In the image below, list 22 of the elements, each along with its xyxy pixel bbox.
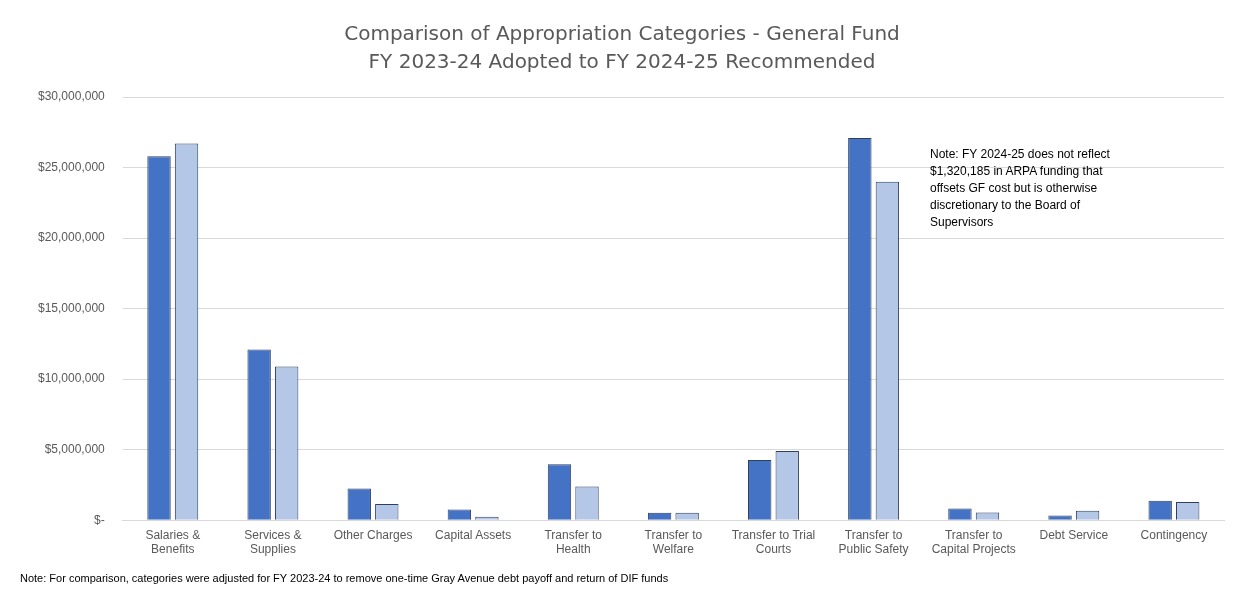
x-tick-label: Services & Supplies <box>244 527 302 557</box>
y-tick-label: $25,000,000 <box>38 159 106 174</box>
y-tick-label: $5,000,000 <box>44 441 106 456</box>
x-tick-label: Transfer to Trial Courts <box>731 527 816 557</box>
y-tick-label: $10,000,000 <box>38 371 106 386</box>
x-tick-label: Contingency <box>1140 527 1208 542</box>
annotation: Note: FY 2024-25 does not reflect $1,320,185 in ARPA funding that offsets GF cost but is otherwise discretionary to the Board of Supervisors <box>930 146 1111 231</box>
y-tick-label: $15,000,000 <box>38 300 106 315</box>
chart-title: Comparison of Appropriation Categories - General Fund <box>344 21 900 46</box>
y-tick-label: $30,000,000 <box>38 89 106 104</box>
x-tick-label: Transfer to Health <box>544 527 603 557</box>
x-tick-label: Capital Assets <box>435 527 512 542</box>
x-tick-label: Transfer to Public Safety <box>838 527 909 557</box>
text: Note: For comparison, categories were adjusted for FY 2023-24 to remove one-time Gray Avenue debt payoff and return of DIF funds <box>20 572 669 584</box>
x-tick-label: Salaries & Benefits <box>145 527 201 557</box>
y-tick-label: $20,000,000 <box>38 230 106 245</box>
x-tick-label: Transfer to Capital Projects <box>931 527 1016 557</box>
y-tick-label: $- <box>94 512 105 527</box>
chart-subtitle: FY 2023-24 Adopted to FY 2024-25 Recommended <box>368 49 876 74</box>
x-tick-label: Other Charges <box>333 527 413 542</box>
x-tick-label: Transfer to Welfare <box>644 527 703 557</box>
x-tick-label: Debt Service <box>1039 527 1109 542</box>
